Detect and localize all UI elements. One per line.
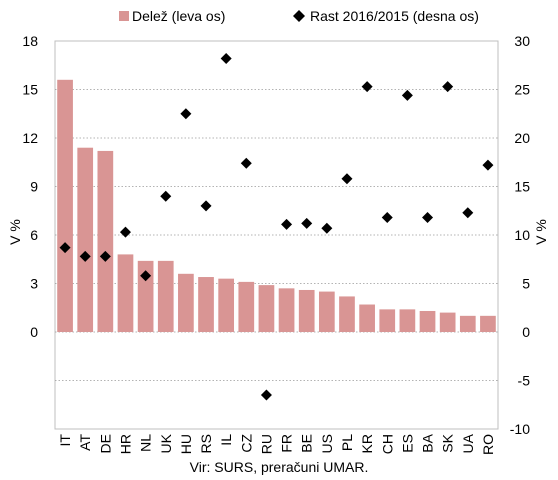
bar-il xyxy=(218,278,235,332)
y-left-tick-label: 9 xyxy=(30,179,38,195)
x-tick-label: CH xyxy=(379,434,395,454)
bar-kr xyxy=(359,304,375,332)
left-axis: 0 3 6 9 12 15 18 xyxy=(22,33,38,340)
bar-fr xyxy=(278,288,295,332)
bar-hr xyxy=(117,254,134,332)
y-left-tick-label: 3 xyxy=(30,276,38,292)
y-left-tick-label: 15 xyxy=(22,82,38,98)
marker-be xyxy=(301,217,313,229)
x-tick-label: US xyxy=(319,434,335,453)
marker-hr xyxy=(119,226,131,238)
x-tick-label: BA xyxy=(420,433,436,452)
x-tick-label: RU xyxy=(258,434,274,454)
marker-cz xyxy=(240,157,252,169)
x-tick-label: ES xyxy=(399,434,415,453)
bar-sk xyxy=(439,312,456,332)
x-tick-label: UA xyxy=(460,433,476,453)
bar-rs xyxy=(198,277,214,332)
x-tick-label: KR xyxy=(359,434,375,453)
marker-de xyxy=(99,250,111,262)
marker-ru xyxy=(260,389,272,401)
marker-ch xyxy=(381,212,393,224)
y-right-tick-label: -10 xyxy=(510,421,530,437)
x-tick-label: HR xyxy=(117,434,133,454)
bar-ua xyxy=(459,315,476,332)
y-left-tick-label: 0 xyxy=(30,324,38,340)
marker-fr xyxy=(281,218,293,230)
y-right-tick-label: -5 xyxy=(518,373,531,389)
bar-ro xyxy=(480,315,496,332)
marker-us xyxy=(321,222,333,234)
legend-diamond-marker xyxy=(293,10,305,22)
y-right-tick-label: 10 xyxy=(514,227,530,243)
grid xyxy=(54,40,499,430)
y-right-tick-label: 5 xyxy=(522,276,530,292)
y-right-label: V % xyxy=(533,219,549,245)
legend: Delež (leva os) Rast 2016/2015 (desna os… xyxy=(119,8,479,24)
marker-hu xyxy=(180,108,192,120)
y-left-tick-label: 12 xyxy=(22,130,38,146)
x-tick-label: AT xyxy=(77,434,93,451)
x-axis: IT AT DE HR NL UK HU RS IL CZ RU FR BE US PL KR CH ES BA SK… xyxy=(57,433,496,455)
bar-it xyxy=(57,79,73,332)
bar-nl xyxy=(137,260,154,332)
x-tick-label: FR xyxy=(279,434,295,453)
bar-ru xyxy=(258,285,275,332)
x-tick-label: NL xyxy=(138,434,154,452)
legend-bar-swatch xyxy=(119,11,129,21)
bar-at xyxy=(77,147,94,332)
x-tick-label: RO xyxy=(480,434,496,455)
marker-uk xyxy=(160,190,172,202)
x-tick-label: PL xyxy=(339,434,355,451)
y-right-tick-label: 15 xyxy=(514,179,530,195)
legend-scatter-label: Rast 2016/2015 (desna os) xyxy=(310,8,479,24)
bar-de xyxy=(97,150,114,332)
marker-kr xyxy=(361,81,373,93)
marker-ro xyxy=(482,159,494,171)
bar-uk xyxy=(157,260,174,332)
bar-hu xyxy=(178,273,194,332)
x-tick-label: DE xyxy=(97,434,113,453)
bar-us xyxy=(318,291,335,332)
bars xyxy=(57,79,496,332)
x-tick-label: RS xyxy=(198,434,214,453)
y-left-tick-label: 18 xyxy=(22,33,38,49)
bar-cz xyxy=(238,281,255,332)
marker-at xyxy=(79,250,91,262)
marker-sk xyxy=(442,81,454,93)
x-tick-label: IL xyxy=(218,434,234,446)
y-left-tick-label: 6 xyxy=(30,227,38,243)
bar-es xyxy=(399,309,416,332)
y-right-tick-label: 20 xyxy=(514,130,530,146)
source-note: Vir: SURS, preračuni UMAR. xyxy=(190,459,369,475)
markers xyxy=(59,52,494,401)
marker-nl xyxy=(140,270,152,282)
x-tick-label: IT xyxy=(57,434,73,447)
x-tick-label: UK xyxy=(158,433,174,453)
y-right-tick-label: 25 xyxy=(514,82,530,98)
bar-ba xyxy=(419,310,436,332)
x-tick-label: HU xyxy=(178,434,194,454)
bar-ch xyxy=(379,309,396,332)
marker-il xyxy=(220,52,232,64)
right-axis: -10 -5 0 5 10 15 20 25 30 xyxy=(510,33,530,437)
y-right-tick-label: 0 xyxy=(522,324,530,340)
bar-be xyxy=(298,289,315,332)
legend-bar-label: Delež (leva os) xyxy=(132,8,225,24)
marker-ua xyxy=(462,207,474,219)
x-tick-label: BE xyxy=(299,434,315,453)
x-tick-label: SK xyxy=(440,433,456,452)
marker-rs xyxy=(200,200,212,212)
marker-es xyxy=(401,89,413,101)
marker-it xyxy=(59,242,71,254)
y-right-tick-label: 30 xyxy=(514,33,530,49)
y-left-label: V % xyxy=(7,219,23,245)
marker-ba xyxy=(422,212,434,224)
x-tick-label: CZ xyxy=(238,434,254,453)
bar-pl xyxy=(339,296,355,332)
marker-pl xyxy=(341,173,353,185)
